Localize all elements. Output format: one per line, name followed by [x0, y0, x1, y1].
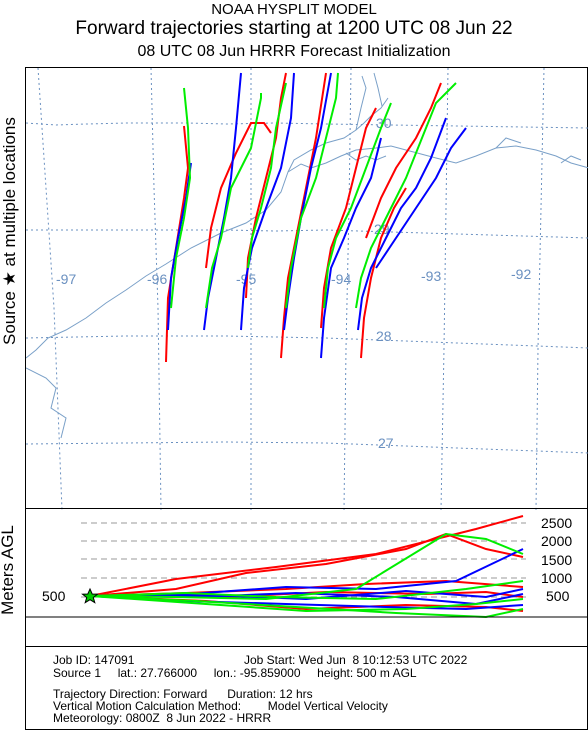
longitude-labels: -97 -96 -95 -94 -93 -92 [56, 266, 531, 287]
height-axis-title: Meters AGL [0, 505, 18, 635]
trajectory-tracks [166, 73, 466, 362]
source-axis-label: Source ★ at multiple locations [0, 165, 20, 345]
lon-label: -94 [331, 271, 351, 287]
height-label-2500: 2500 [541, 515, 572, 531]
height-profile-panel: 2500 2000 1500 1000 500 500 [25, 508, 588, 647]
start-height-label: 500 [42, 588, 66, 604]
height-label-2000: 2000 [541, 533, 572, 549]
title-model: NOAA HYSPLIT MODEL [0, 1, 588, 18]
trajectory-map: -97 -96 -95 -94 -93 -92 30 29 28 27 [25, 67, 588, 509]
height-canvas: 2500 2000 1500 1000 500 500 [26, 509, 588, 648]
height-trajectory-line [90, 516, 523, 596]
height-label-1500: 1500 [541, 552, 572, 568]
trajectory-line [171, 88, 190, 308]
meteorology: Meteorology: 0800Z 8 Jun 2022 - HRRR [53, 711, 271, 725]
map-canvas: -97 -96 -95 -94 -93 -92 30 29 28 27 [26, 68, 588, 510]
title-initialization: 08 UTC 08 Jun HRRR Forecast Initializati… [0, 43, 588, 61]
run-info-panel: Job ID: 147091 Job Start: Wed Jun 8 10:1… [25, 646, 588, 730]
source-star-icon [83, 589, 98, 603]
source-location: Source 1 lat.: 27.766000 lon.: -95.85900… [53, 666, 417, 680]
height-tracks [90, 516, 523, 617]
trajectory-line [204, 73, 241, 330]
lon-label: -93 [421, 268, 441, 284]
coastline [26, 73, 588, 438]
title-trajectories: Forward trajectories starting at 1200 UT… [0, 18, 588, 40]
lat-label: 27 [378, 435, 394, 451]
height-label-500: 500 [546, 588, 570, 604]
latitude-labels: 30 29 28 27 [374, 115, 394, 451]
trajectory-line [376, 128, 466, 268]
lon-label: -92 [511, 266, 531, 282]
job-id: Job ID: 147091 [53, 653, 134, 667]
trajectory-line [281, 73, 326, 358]
lat-label: 28 [376, 328, 392, 344]
job-start: Job Start: Wed Jun 8 10:12:53 UTC 2022 [244, 653, 467, 667]
height-label-1000: 1000 [541, 570, 572, 586]
map-grid [26, 68, 588, 510]
lon-label: -97 [56, 271, 76, 287]
